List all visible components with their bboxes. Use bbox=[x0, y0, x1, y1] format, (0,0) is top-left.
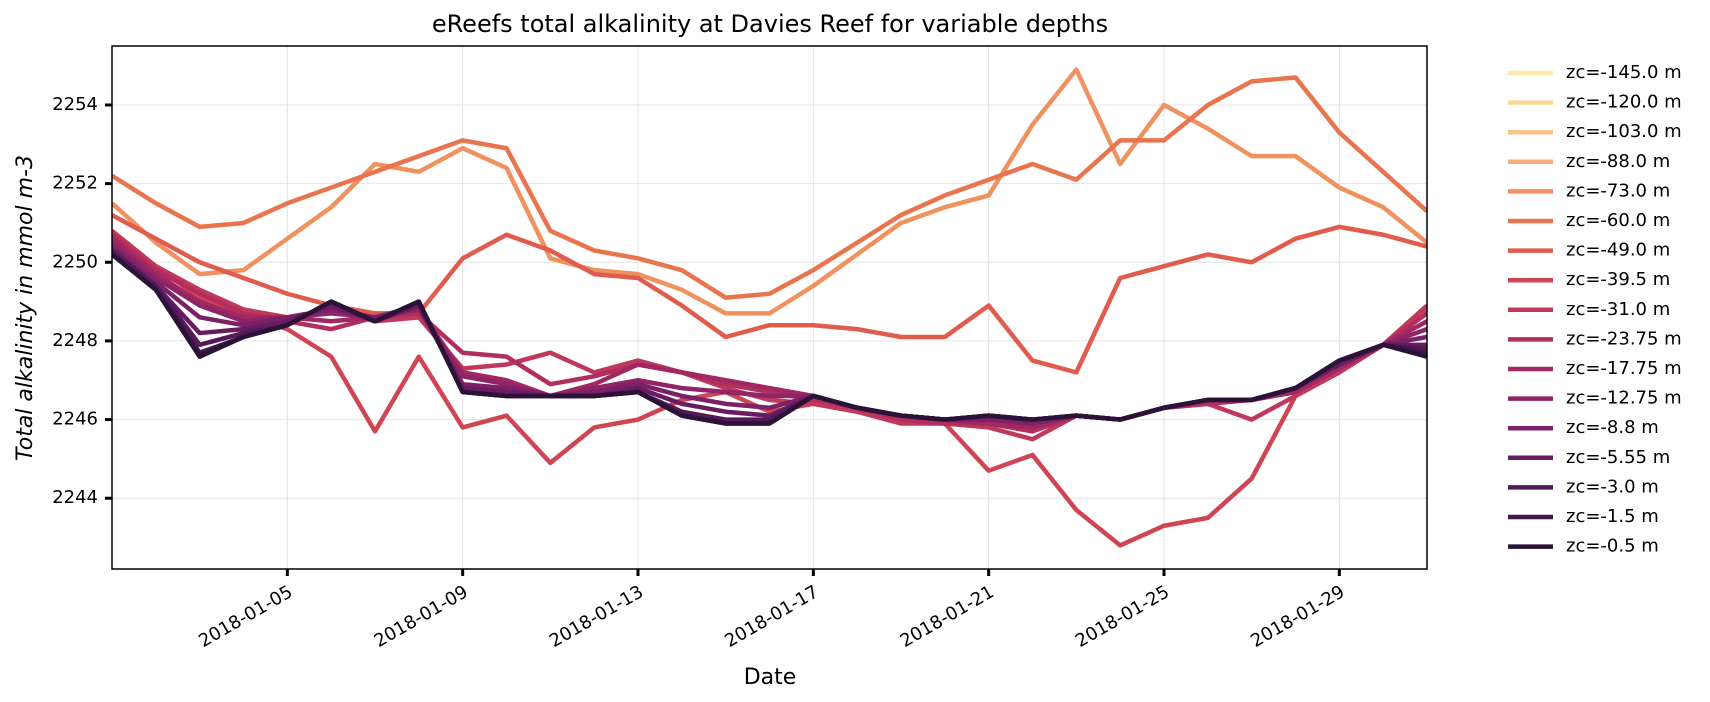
data-line bbox=[112, 75, 1427, 300]
data-line bbox=[112, 252, 1427, 426]
data-line bbox=[112, 67, 1427, 316]
data-line bbox=[112, 232, 1427, 434]
legend-label: zc=-1.5 m bbox=[1566, 506, 1659, 527]
legend-label: zc=-5.55 m bbox=[1566, 447, 1670, 468]
legend-label: zc=-120.0 m bbox=[1566, 92, 1682, 113]
legend-label: zc=-8.8 m bbox=[1566, 417, 1659, 438]
legend-label: zc=-88.0 m bbox=[1566, 151, 1670, 172]
legend-label: zc=-73.0 m bbox=[1566, 180, 1670, 201]
y-tick-label: 2254 bbox=[52, 94, 98, 115]
legend-label: zc=-3.0 m bbox=[1566, 476, 1659, 497]
legend-label: zc=-31.0 m bbox=[1566, 299, 1670, 320]
y-tick-label: 2246 bbox=[52, 409, 98, 430]
legend-label: zc=-17.75 m bbox=[1566, 358, 1682, 379]
chart-title: eReefs total alkalinity at Davies Reef f… bbox=[432, 10, 1108, 38]
legend-label: zc=-0.5 m bbox=[1566, 536, 1659, 557]
y-axis-label: Total alkalinity in mmol m-3 bbox=[13, 155, 38, 461]
plot-frame bbox=[111, 45, 1428, 570]
legend-label: zc=-12.75 m bbox=[1566, 388, 1682, 409]
legend-label: zc=-23.75 m bbox=[1566, 328, 1682, 349]
legend-label: zc=-60.0 m bbox=[1566, 210, 1670, 231]
legend-label: zc=-39.5 m bbox=[1566, 269, 1670, 290]
y-tick-label: 2244 bbox=[52, 487, 98, 508]
legend-label: zc=-145.0 m bbox=[1566, 62, 1682, 83]
data-line bbox=[112, 240, 1427, 548]
legend-label: zc=-49.0 m bbox=[1566, 240, 1670, 261]
y-tick-label: 2250 bbox=[52, 251, 98, 272]
y-tick-label: 2252 bbox=[52, 173, 98, 194]
x-axis-label: Date bbox=[744, 665, 797, 690]
y-tick-label: 2248 bbox=[52, 330, 98, 351]
legend-label: zc=-103.0 m bbox=[1566, 121, 1682, 142]
